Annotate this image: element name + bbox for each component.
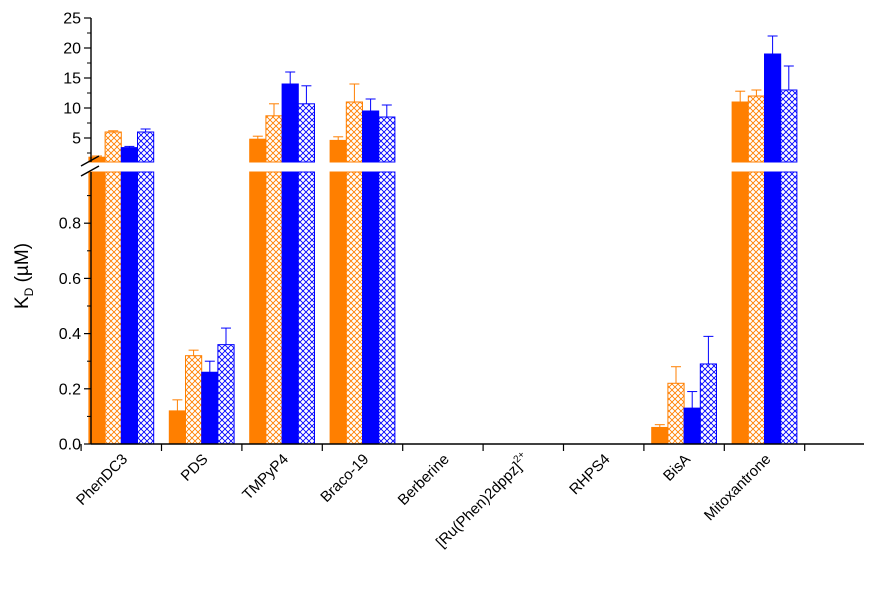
category-label-tmpyp4: TMPyP4	[239, 451, 292, 504]
bar-s1-braco-19-seg1	[329, 171, 347, 445]
y-tick-label: 20	[63, 41, 81, 58]
category-label-mitoxantrone: Mitoxantrone	[701, 451, 774, 524]
y-tick-label: 0.4	[59, 326, 81, 343]
bar-s2-phendc3-seg1	[104, 171, 122, 445]
y-axis-title: KD (µM)	[12, 243, 36, 309]
y-tick-label: 0.0	[59, 437, 81, 454]
y-tick-label: 0.6	[59, 271, 81, 288]
bar-s1-tmpyp4-seg1	[249, 171, 267, 445]
bar-s2-tmpyp4-seg1	[265, 171, 283, 445]
bar-s3-phendc3-seg1	[120, 171, 139, 445]
bar-s2-phendc3-seg2	[104, 131, 122, 163]
bar-s2-tmpyp4-seg2	[265, 115, 283, 163]
bar-s3-mitoxantrone-seg2	[764, 53, 782, 163]
bar-s3-braco-19-seg1	[362, 171, 380, 445]
bar-s4-braco-19-seg1	[378, 171, 396, 445]
bar-s1-mitoxantrone-seg2	[731, 101, 749, 163]
bar-s2-mitoxantrone-seg1	[747, 171, 765, 445]
axis-break-mark-lower	[80, 165, 100, 177]
bar-s4-braco-19-seg2	[378, 116, 396, 163]
category-label-phendc3: PhenDC3	[73, 451, 131, 509]
bar-s1-tmpyp4-seg2	[249, 138, 267, 163]
bar-s2-bisa	[667, 382, 685, 445]
bar-s2-pds	[185, 355, 203, 445]
bar-s1-pds	[168, 410, 187, 445]
bar-s4-mitoxantrone-seg1	[780, 171, 798, 445]
category-label-bisa: BisA	[660, 451, 694, 485]
y-tick-label: 10	[63, 101, 81, 118]
category-label-pds: PDS	[178, 451, 212, 485]
category-label-rhps4: RHPS4	[566, 451, 613, 498]
axis-break-mark-upper	[80, 155, 100, 167]
bar-s4-tmpyp4-seg1	[297, 171, 315, 445]
y-tick-label: 0.8	[59, 216, 81, 233]
bar-s3-phendc3-seg2	[120, 147, 139, 163]
bar-s3-mitoxantrone-seg1	[764, 171, 782, 445]
bar-s2-braco-19-seg2	[345, 101, 363, 163]
y-tick-label: 15	[63, 71, 81, 88]
bar-s4-tmpyp4-seg2	[297, 103, 315, 163]
category-label-berberine: Berberine	[395, 451, 453, 509]
bar-s3-bisa	[683, 407, 701, 445]
bars-layer	[88, 35, 798, 445]
bar-s4-bisa	[699, 363, 717, 445]
bar-s3-tmpyp4-seg1	[281, 171, 299, 445]
bar-s4-pds	[217, 344, 235, 445]
bar-s3-tmpyp4-seg2	[281, 83, 299, 163]
y-tick-label: 25	[63, 11, 81, 28]
category-label-braco-19: Braco-19	[317, 451, 372, 506]
y-tick-label: 5	[72, 131, 81, 148]
bar-s2-mitoxantrone-seg2	[747, 95, 765, 163]
axes-layer	[80, 17, 864, 451]
bar-s4-mitoxantrone-seg2	[780, 89, 798, 163]
y-tick-label: 0.2	[59, 381, 81, 398]
bar-s1-braco-19-seg2	[329, 139, 347, 163]
bar-s1-mitoxantrone-seg1	[731, 171, 749, 445]
bar-s3-pds	[201, 371, 219, 445]
bar-s1-bisa	[651, 426, 669, 445]
bar-s3-braco-19-seg2	[362, 110, 380, 163]
bar-s4-phendc3-seg2	[137, 131, 155, 163]
bar-s4-phendc3-seg1	[137, 171, 155, 445]
bar-s2-braco-19-seg1	[345, 171, 363, 445]
